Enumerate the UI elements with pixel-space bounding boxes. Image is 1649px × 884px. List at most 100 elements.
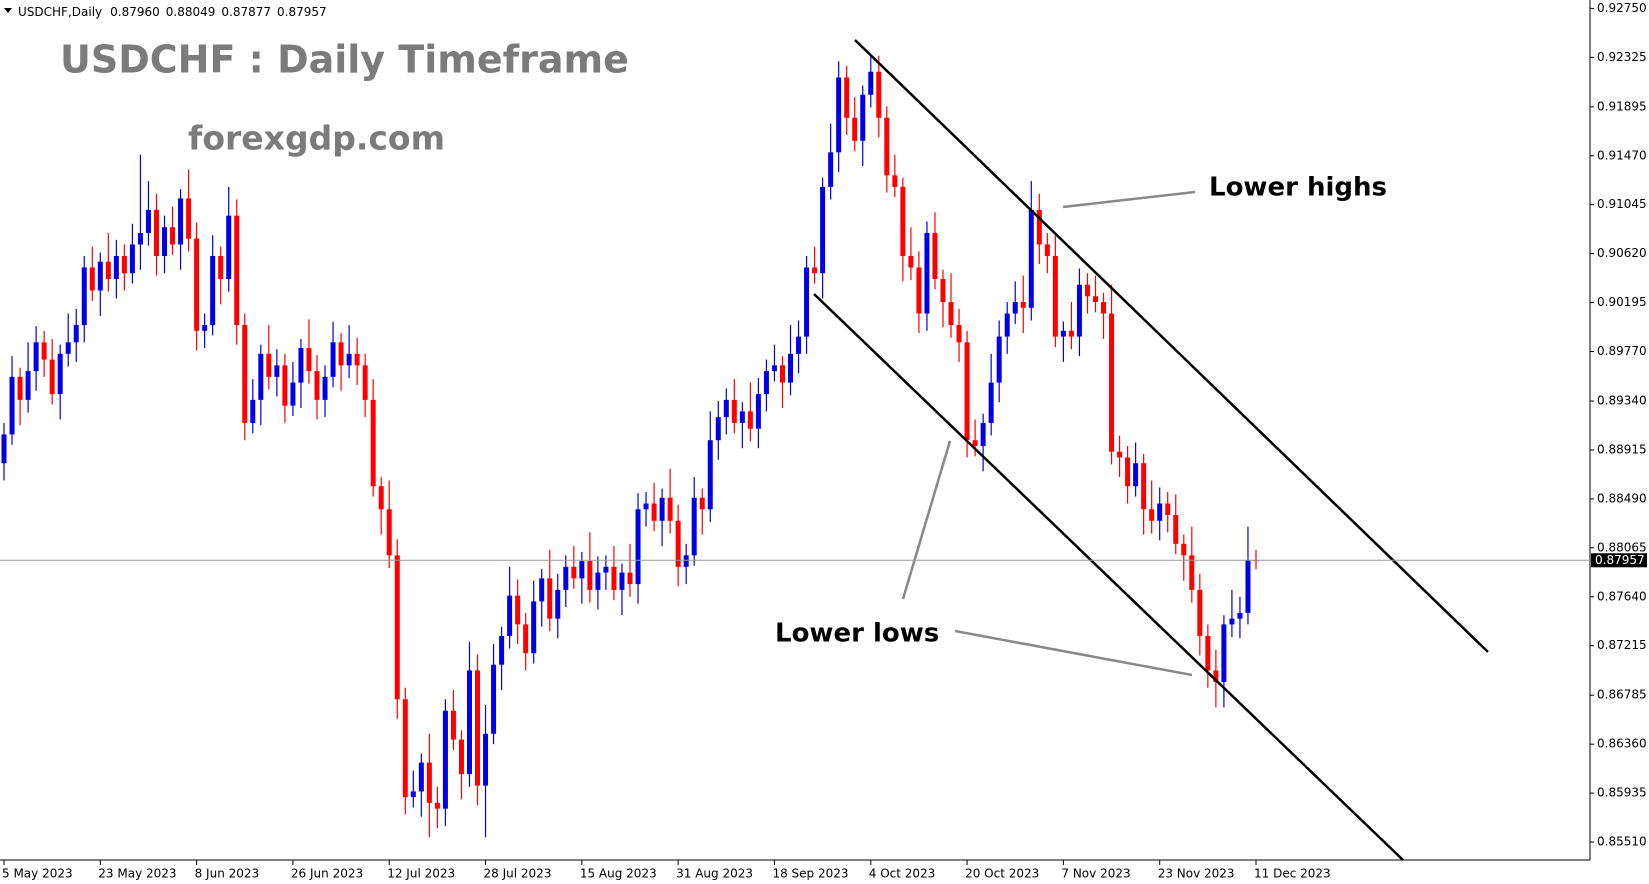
candle-body <box>113 255 119 279</box>
candle-body <box>1 434 7 464</box>
candle-body <box>547 578 553 619</box>
candle-body <box>499 635 505 665</box>
y-tick-label: 0.86785 <box>1597 688 1647 702</box>
candle-body <box>202 325 208 331</box>
candle-body <box>1165 503 1171 516</box>
candle-body <box>218 255 224 279</box>
candle-body <box>475 670 481 786</box>
candle-body <box>346 353 352 366</box>
candle-body <box>121 255 127 274</box>
candle-body <box>852 117 858 141</box>
candle-body <box>1036 209 1042 245</box>
candle-body <box>836 77 842 153</box>
candle-body <box>635 509 641 585</box>
x-tick-label: 26 Jun 2023 <box>291 867 363 881</box>
candle-body <box>956 325 962 343</box>
candle-body <box>178 198 184 245</box>
y-tick-label: 0.90195 <box>1597 295 1647 309</box>
candle-body <box>97 261 103 291</box>
candle-body <box>266 353 272 377</box>
candle-body <box>362 365 368 400</box>
candle-body <box>153 209 159 256</box>
candle-body <box>306 348 312 372</box>
y-tick-label: 0.85935 <box>1597 786 1647 800</box>
candle-body <box>948 302 954 326</box>
candle-body <box>282 365 288 406</box>
x-tick-label: 4 Oct 2023 <box>869 867 936 881</box>
candle-body <box>972 440 978 446</box>
pointer <box>954 629 1193 677</box>
y-tick-label: 0.88490 <box>1597 491 1647 505</box>
candle-body <box>330 342 336 377</box>
candle-body <box>210 255 216 326</box>
candle-body <box>860 94 866 141</box>
candle-body <box>250 399 256 423</box>
candle-body <box>755 394 761 429</box>
x-tick-label: 11 Dec 2023 <box>1254 867 1331 881</box>
candle-body <box>932 232 938 279</box>
subtitle: forexgdp.com <box>188 119 445 158</box>
y-tick-label: 0.87640 <box>1597 589 1647 603</box>
candle-body <box>691 497 697 556</box>
candle-body <box>1221 624 1227 682</box>
candle-body <box>980 422 986 446</box>
candle-body <box>410 791 416 798</box>
y-tick-label: 0.90620 <box>1597 246 1647 260</box>
candle-body <box>771 365 777 372</box>
pointer <box>901 440 952 600</box>
price-tag <box>1591 553 1647 568</box>
candle-body <box>354 353 360 366</box>
candle-body <box>394 555 400 700</box>
candle-body <box>579 561 585 579</box>
candle-body <box>1052 255 1058 337</box>
candle-body <box>908 255 914 268</box>
candle-body <box>651 503 657 521</box>
candle-body <box>234 215 240 326</box>
y-tick-label: 0.88915 <box>1597 442 1647 456</box>
candle-body <box>33 342 39 372</box>
candle-body <box>1181 543 1187 556</box>
candle-body <box>25 371 31 400</box>
candle-body <box>1060 330 1066 337</box>
y-tick-label: 0.86360 <box>1597 737 1647 751</box>
candle-body <box>619 572 625 590</box>
upper-trendline <box>854 39 1489 653</box>
candle-body <box>1092 296 1098 303</box>
symbol: USDCHF,Daily <box>18 5 102 19</box>
x-tick-label: 7 Nov 2023 <box>1061 867 1130 881</box>
candle-body <box>1213 670 1219 682</box>
y-tick-label: 0.92750 <box>1597 1 1647 15</box>
candle-body <box>507 595 513 636</box>
y-tick-label: 0.91895 <box>1597 99 1647 113</box>
candle-body <box>747 411 753 429</box>
candle-body <box>89 267 95 291</box>
candle-body <box>788 353 794 383</box>
candle-body <box>129 244 135 274</box>
channel <box>813 39 1489 861</box>
candle-body <box>242 325 248 423</box>
y-tick-label: 0.85510 <box>1597 835 1647 849</box>
candle-body <box>41 342 47 360</box>
x-tick-label: 18 Sep 2023 <box>772 867 848 881</box>
candle-body <box>916 267 922 314</box>
candle-body <box>1173 515 1179 544</box>
candle-body <box>828 152 834 187</box>
candle-body <box>812 267 818 274</box>
candle-body <box>483 733 489 786</box>
y-tick-label: 0.92325 <box>1597 50 1647 64</box>
x-tick-label: 23 Nov 2023 <box>1158 867 1235 881</box>
y-tick-label: 0.91470 <box>1597 148 1647 162</box>
candle-body <box>81 267 87 326</box>
candle-body <box>555 589 561 619</box>
candle-body <box>258 353 264 400</box>
candle-body <box>1076 284 1082 337</box>
candle-body <box>137 232 143 245</box>
candle-body <box>515 595 521 625</box>
x-tick-label: 5 May 2023 <box>2 867 73 881</box>
candle-body <box>779 365 785 383</box>
pointer <box>1062 190 1196 209</box>
candle-body <box>699 497 705 510</box>
candle-body <box>924 232 930 314</box>
candle-body <box>491 664 497 734</box>
